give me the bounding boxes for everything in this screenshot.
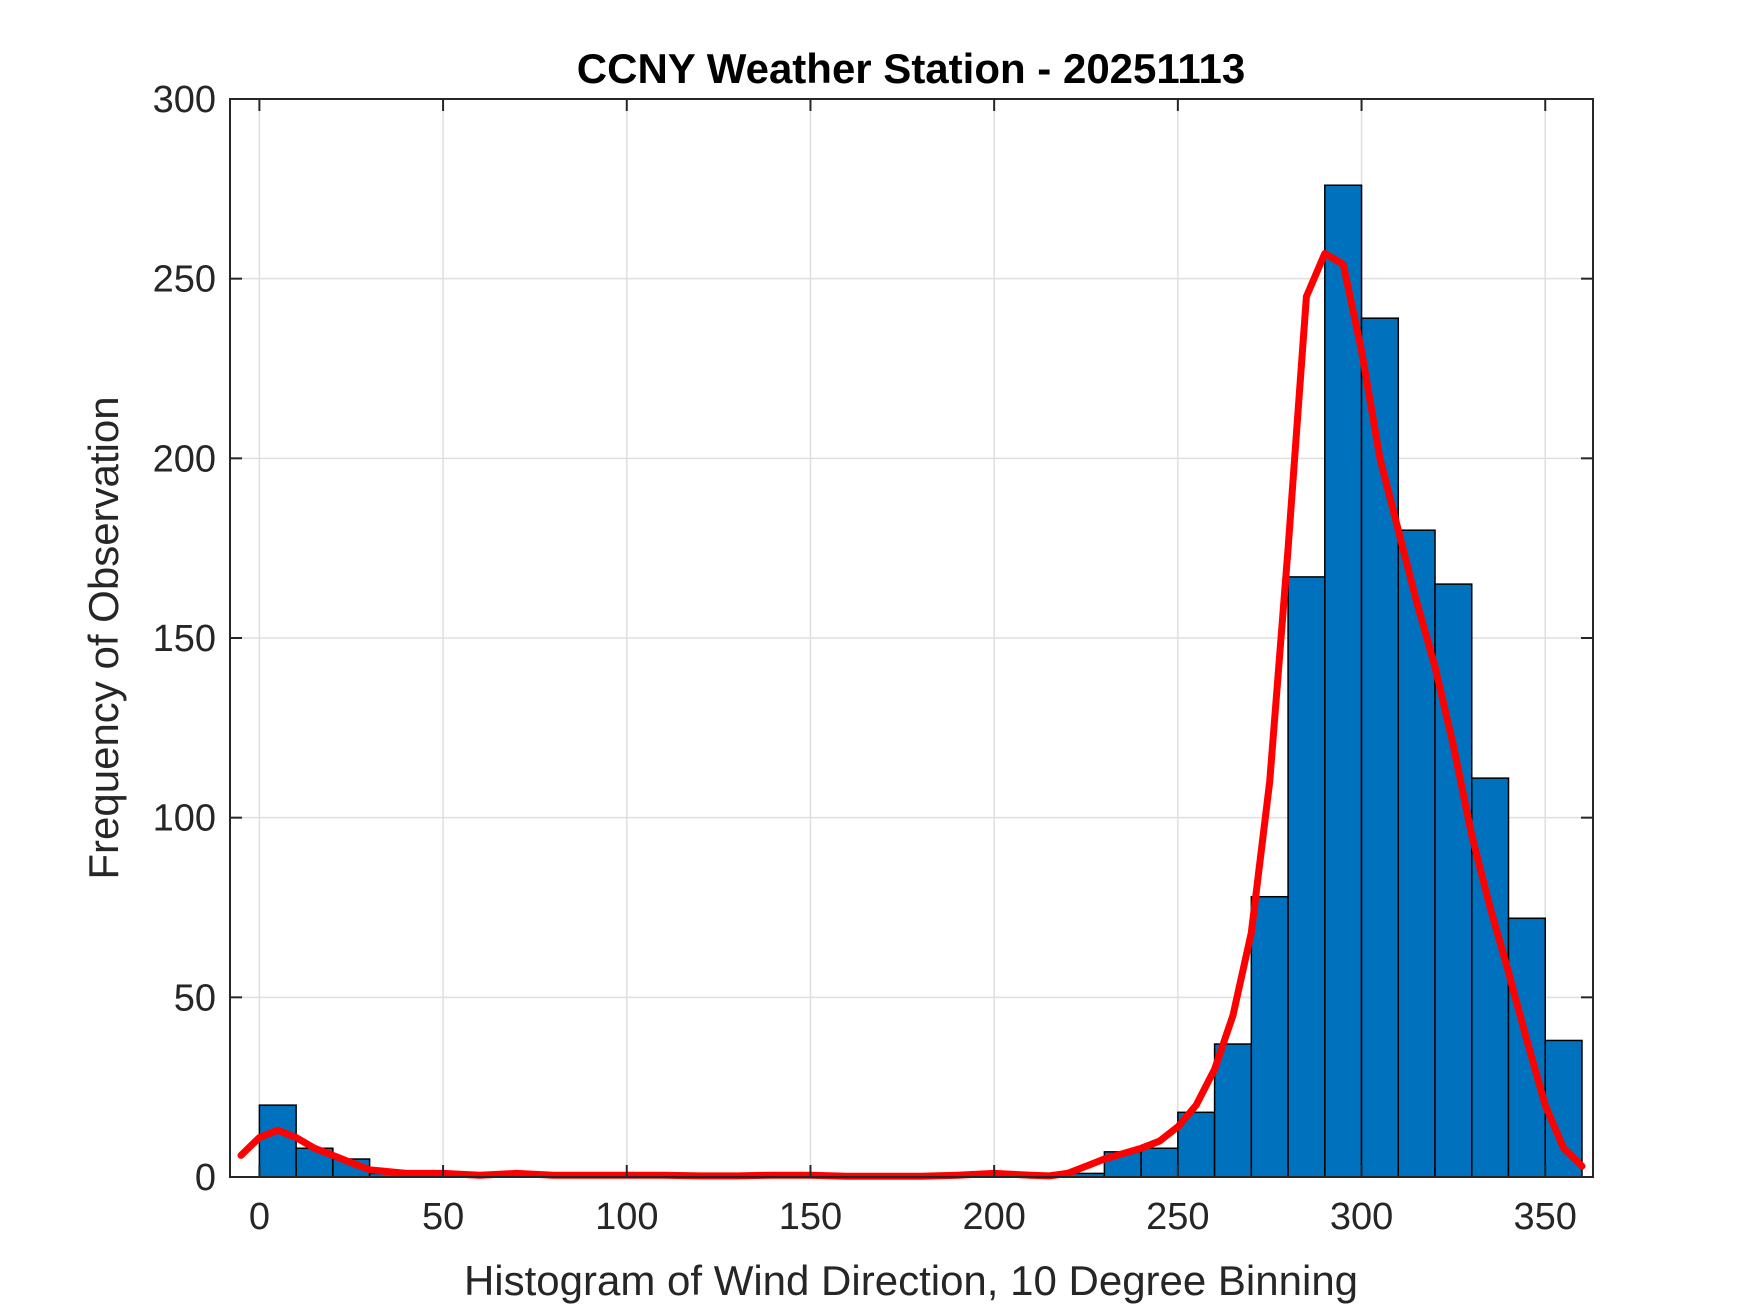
x-axis-title: Histogram of Wind Direction, 10 Degree B… — [464, 1257, 1358, 1304]
y-axis-title: Frequency of Observation — [80, 396, 127, 879]
histogram-bar — [1397, 529, 1436, 1178]
y-tick-label: 250 — [153, 259, 216, 301]
x-tick-label: 50 — [422, 1196, 464, 1238]
y-tick-label: 200 — [153, 438, 216, 480]
x-tick-label: 300 — [1330, 1196, 1393, 1238]
histogram-bar — [1213, 1043, 1253, 1178]
fit-curve-line — [237, 250, 1586, 1180]
y-tick-label: 300 — [153, 79, 216, 121]
fit-curve-layer — [237, 250, 1586, 1180]
x-tick-label: 250 — [1146, 1196, 1209, 1238]
bars-layer — [258, 184, 1583, 1178]
axes-layer — [229, 98, 1594, 1178]
histogram-bar — [1360, 317, 1400, 1178]
tick-labels: 0 50 100 150 200 250 300 350 0 50 100 150 200 250 300 — [153, 79, 1577, 1238]
x-tick-label: 350 — [1514, 1196, 1577, 1238]
histogram-bar — [1434, 583, 1473, 1178]
histogram-bar — [1140, 1147, 1179, 1178]
y-tick-label: 0 — [195, 1157, 216, 1199]
histogram-bar — [1250, 895, 1289, 1178]
histogram-bar — [1471, 777, 1510, 1178]
chart-title: CCNY Weather Station - 20251113 — [577, 45, 1245, 92]
x-tick-label: 0 — [249, 1196, 270, 1238]
histogram-bar — [1324, 184, 1363, 1178]
y-tick-label: 150 — [153, 618, 216, 660]
y-tick-label: 50 — [174, 977, 216, 1019]
y-tick-label: 100 — [153, 798, 216, 840]
x-tick-label: 200 — [962, 1196, 1025, 1238]
x-tick-label: 100 — [595, 1196, 658, 1238]
x-tick-label: 150 — [779, 1196, 842, 1238]
histogram-bar — [258, 1104, 297, 1178]
histogram-bar — [1287, 576, 1326, 1178]
